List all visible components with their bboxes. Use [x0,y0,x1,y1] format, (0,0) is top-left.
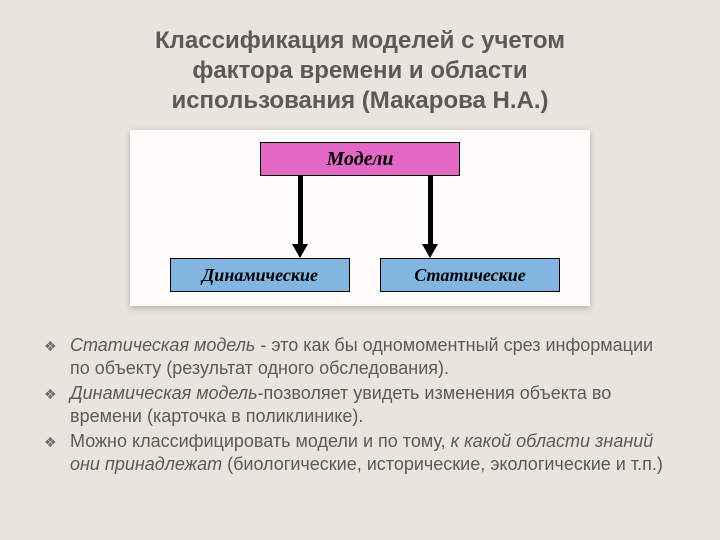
slide: Классификация моделей с учетом фактора в… [0,0,720,540]
arrow-right-head-icon [422,244,438,258]
bullet-item-3: Можно классифицировать модели и по тому,… [68,430,676,476]
slide-title: Классификация моделей с учетом фактора в… [40,26,680,116]
bullet-item-2: Динамическая модель-позволяет увидеть из… [68,382,676,428]
arrow-right [130,130,590,306]
title-line-2: фактора времени и области [192,57,527,84]
bullet-3-pre: Можно классифицировать модели и по тому, [70,431,451,451]
diagram-panel: Модели Динамические Статические [130,130,590,306]
bullet-2-italic: Динамическая модель [70,383,258,403]
bullet-3-rest: (биологические, исторические, экологичес… [222,454,663,474]
bullet-list: Статическая модель - это как бы одномоме… [40,334,680,476]
bullet-1-italic: Статическая модель [70,335,255,355]
arrow-right-shaft [428,176,433,244]
title-line-1: Классификация моделей с учетом [155,27,565,54]
title-line-3: использования (Макарова Н.А.) [171,87,548,114]
bullet-item-1: Статическая модель - это как бы одномоме… [68,334,676,380]
